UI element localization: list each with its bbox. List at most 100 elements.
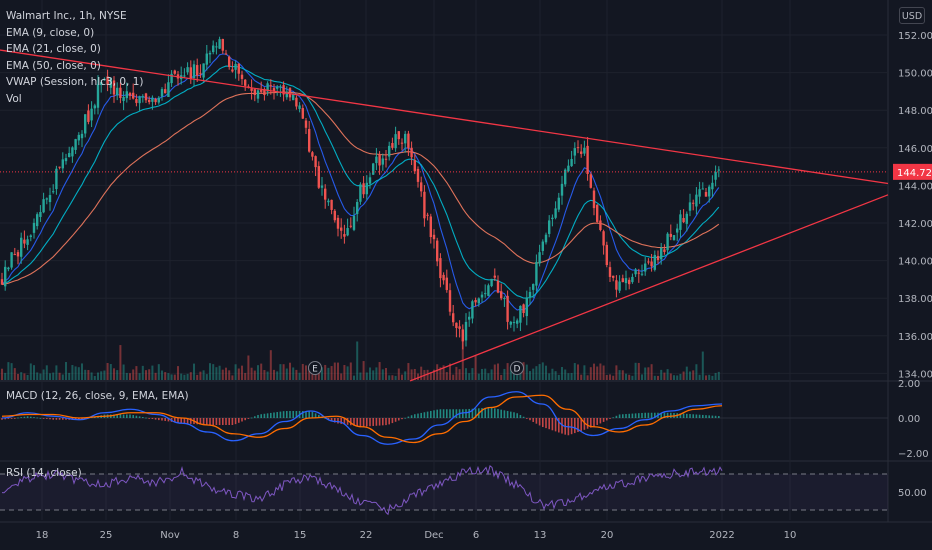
candle: [196, 58, 199, 82]
macd-title[interactable]: MACD (12, 26, close, 9, EMA, EMA): [6, 390, 189, 402]
candle: [436, 237, 439, 267]
indicator-ema21[interactable]: EMA (21, close, 0): [6, 43, 101, 55]
candle: [48, 187, 52, 211]
candles-layer: [0, 36, 720, 350]
macd-histogram-bar: [433, 410, 435, 418]
candle: [266, 81, 269, 96]
candle-body: [90, 108, 93, 121]
volume-bar: [55, 365, 58, 380]
candle: [58, 166, 61, 170]
candle-body: [589, 174, 592, 188]
candle: [176, 70, 180, 86]
macd-histogram-bar: [468, 408, 470, 418]
candle: [480, 291, 484, 303]
candle-body: [276, 86, 279, 89]
candle: [189, 60, 192, 84]
candle-body: [212, 45, 215, 53]
candle-body: [583, 147, 586, 154]
volume-bar: [164, 372, 167, 380]
volume-bar: [714, 372, 717, 380]
candle: [7, 266, 10, 272]
candle-body: [688, 202, 692, 211]
candle-body: [42, 199, 45, 213]
candle: [228, 55, 231, 70]
candle-body: [330, 199, 333, 210]
symbol-title[interactable]: Walmart Inc., 1h, NYSE: [6, 10, 127, 22]
candle-body: [660, 247, 663, 260]
candle: [468, 311, 471, 327]
candle-body: [61, 159, 64, 169]
macd-tick-label: −2.00: [898, 449, 929, 460]
candle-body: [320, 185, 324, 188]
volume-bar: [426, 369, 429, 380]
indicator-vwap[interactable]: VWAP (Session, hlc3, 0, 1): [6, 76, 144, 88]
candle-body: [32, 222, 36, 233]
candle-body: [532, 284, 535, 290]
dividend-marker[interactable]: D: [510, 361, 524, 375]
macd-histogram-bar: [516, 413, 518, 418]
volume-bar: [666, 369, 669, 380]
indicator-volume[interactable]: Vol: [6, 92, 22, 105]
rsi-title[interactable]: RSI (14, close): [6, 467, 82, 479]
candle-body: [394, 134, 397, 149]
candle: [186, 62, 189, 75]
volume-bar: [183, 374, 186, 380]
volume-bar: [154, 372, 157, 380]
macd-histogram-bar: [266, 413, 269, 418]
last-price-label: 144.72: [897, 168, 932, 179]
volume-bar: [708, 374, 711, 380]
macd-histogram-bar: [519, 414, 522, 418]
candle-body: [154, 98, 157, 103]
candle-body: [474, 300, 477, 303]
candle: [695, 187, 698, 215]
candle: [141, 94, 144, 103]
macd-histogram-bar: [145, 417, 147, 419]
volume-bar: [263, 370, 266, 380]
indicator-ema9[interactable]: EMA (9, close, 0): [6, 26, 95, 39]
candle: [397, 131, 400, 145]
candle-body: [458, 326, 461, 329]
candle: [16, 249, 20, 265]
macd-histogram-bar: [20, 417, 22, 418]
volume-bar: [247, 355, 250, 380]
candle: [106, 69, 109, 92]
candle: [119, 82, 122, 104]
macd-histogram-bar: [474, 408, 477, 418]
price-tick-label: 140.00: [898, 257, 932, 268]
candle-body: [349, 225, 352, 227]
candle-body: [592, 190, 596, 209]
earnings-marker[interactable]: E: [308, 361, 322, 375]
indicator-ema50[interactable]: EMA (50, close, 0): [6, 59, 101, 72]
macd-histogram-bar: [311, 411, 314, 418]
macd-histogram-bar: [702, 414, 704, 418]
candle: [512, 316, 516, 332]
macd-histogram-bar: [254, 416, 256, 418]
volume-bar: [97, 372, 99, 380]
volume-bar: [637, 362, 640, 380]
volume-bar: [333, 362, 336, 380]
candle-body: [74, 139, 77, 150]
candle-body: [144, 93, 148, 101]
candle: [346, 218, 349, 237]
macd-histogram-bar: [196, 418, 198, 425]
candle-body: [167, 82, 170, 97]
volume-bar: [292, 367, 295, 380]
macd-histogram-bar: [126, 414, 128, 418]
lower-trendline: [409, 194, 889, 382]
macd-histogram-bar: [574, 418, 576, 434]
volume-bar: [644, 367, 647, 380]
candle-body: [413, 160, 416, 172]
candle-body: [423, 191, 426, 219]
volume-bar: [570, 373, 573, 380]
currency-button[interactable]: USD: [899, 7, 925, 24]
candle: [634, 267, 637, 277]
volume-bar: [461, 339, 464, 380]
volume-bar: [628, 374, 631, 380]
volume-bar: [420, 366, 423, 380]
macd-histogram-bar: [436, 409, 438, 418]
volume-bar: [327, 367, 330, 380]
macd-histogram-bar: [343, 418, 346, 425]
candle: [388, 141, 391, 161]
volume-bar: [445, 372, 448, 380]
